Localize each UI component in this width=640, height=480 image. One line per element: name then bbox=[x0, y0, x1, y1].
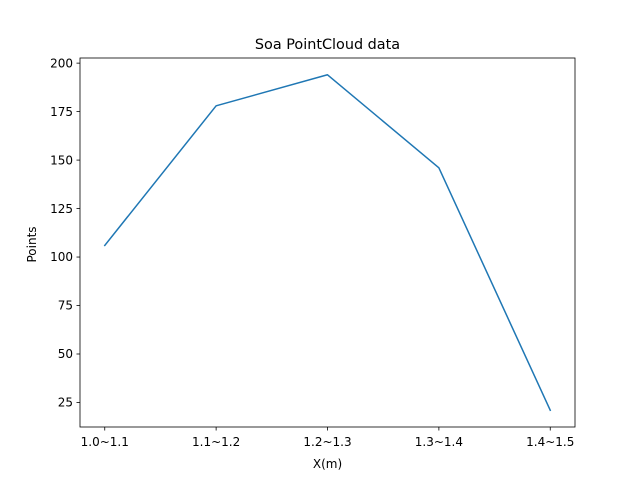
y-axis-label: Points bbox=[25, 226, 39, 262]
x-tick-label: 1.0~1.1 bbox=[81, 435, 129, 449]
y-tick-label: 75 bbox=[58, 299, 73, 313]
x-tick-label: 1.1~1.2 bbox=[192, 435, 240, 449]
y-tick-label: 125 bbox=[50, 202, 73, 216]
y-tick-label: 175 bbox=[50, 105, 73, 119]
x-tick-label: 1.3~1.4 bbox=[415, 435, 463, 449]
chart-title: Soa PointCloud data bbox=[255, 37, 400, 53]
x-axis-label: X(m) bbox=[313, 457, 342, 471]
y-tick-label: 150 bbox=[50, 153, 73, 167]
y-tick-label: 200 bbox=[50, 56, 73, 70]
x-tick-label: 1.2~1.3 bbox=[303, 435, 351, 449]
series-line-0 bbox=[103, 74, 552, 412]
y-tick-label: 50 bbox=[58, 347, 73, 361]
plot-area: 1.0~1.1 1.1~1.2 1.2~1.3 1.3~1.4 1.4~1.5 25 50 7… bbox=[50, 56, 576, 449]
x-tick-label: 1.4~1.5 bbox=[526, 435, 574, 449]
y-tick-label: 25 bbox=[58, 396, 73, 410]
y-tick-label: 100 bbox=[50, 250, 73, 264]
